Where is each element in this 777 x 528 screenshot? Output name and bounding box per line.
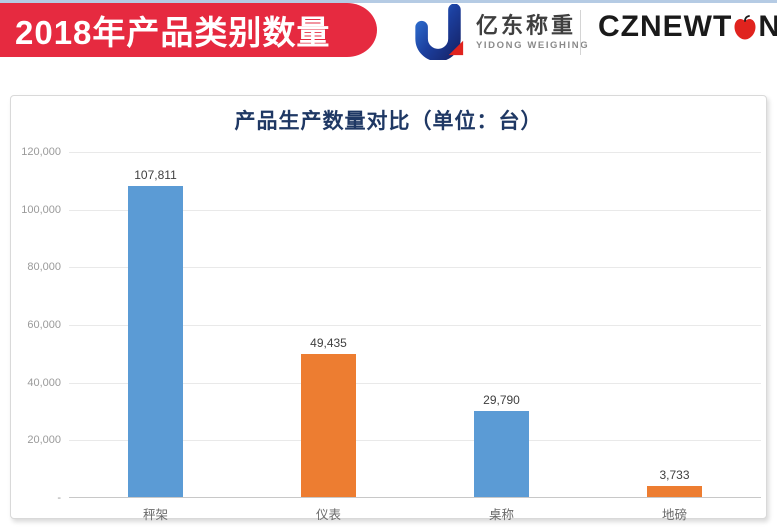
yidong-cn-name: 亿东称重: [476, 12, 577, 38]
y-axis-tick-label: 60,000: [27, 319, 61, 331]
bar-秤架: [128, 186, 183, 497]
y-axis-tick-label: 120,000: [21, 146, 61, 158]
y-axis-labels: - 20,000 40,000 60,000 80,000 100,000 120,000: [11, 146, 61, 504]
gridline: [69, 267, 761, 269]
yidong-logo-icon: [415, 4, 464, 60]
y-axis-tick-label: 20,000: [27, 434, 61, 447]
x-axis-category-label: 秤架: [142, 508, 169, 522]
yidong-logo-text: 亿东称重 YIDONG WEIGHING: [476, 12, 590, 51]
x-axis-category-label: 地磅: [661, 508, 688, 522]
top-accent-strip: [0, 0, 777, 3]
bar-value-label: 107,811: [134, 168, 177, 182]
yidong-logo: 亿东称重 YIDONG WEIGHING: [410, 3, 589, 61]
title-banner: 2018年产品类别数量: [0, 3, 377, 57]
gridline: [69, 382, 761, 384]
bar-value-label: 49,435: [310, 336, 347, 350]
gridline: [69, 209, 761, 211]
plot-area: 107,811 秤架 49,435 仪表 29,790 桌称 3,733 地磅: [69, 152, 761, 522]
bar-value-label: 3,733: [659, 468, 690, 482]
x-axis-category-label: 仪表: [315, 508, 342, 522]
yidong-en-name: YIDONG WEIGHING: [476, 39, 590, 51]
y-axis-tick-label: -: [57, 492, 61, 504]
cznewton-logo: CZNEWT N ®: [598, 12, 777, 42]
chart-card: 产品生产数量对比（单位：台） - 20,000 40,000 60,000 80,000…: [10, 95, 767, 522]
apple-icon: [734, 15, 756, 40]
x-axis-line: [69, 497, 761, 498]
bar-value-label: 29,790: [483, 393, 520, 407]
cznewton-text-left: CZNEWT: [598, 10, 733, 43]
chart-title: 产品生产数量对比（单位：台）: [234, 110, 543, 133]
bar-地磅: [647, 486, 702, 497]
bar-仪表: [301, 354, 356, 497]
y-axis-tick-label: 80,000: [27, 261, 61, 274]
y-axis-tick-label: 40,000: [27, 376, 61, 389]
x-axis-category-label: 桌称: [488, 508, 515, 522]
bar-桌称: [474, 411, 529, 497]
gridline: [69, 440, 761, 442]
gridline: [69, 152, 761, 153]
y-axis-tick-label: 100,000: [21, 203, 61, 216]
gridline: [69, 325, 761, 326]
cznewton-text-right: N: [758, 10, 777, 43]
page-title: 2018年产品类别数量: [15, 14, 331, 51]
logo-divider: [580, 10, 581, 55]
